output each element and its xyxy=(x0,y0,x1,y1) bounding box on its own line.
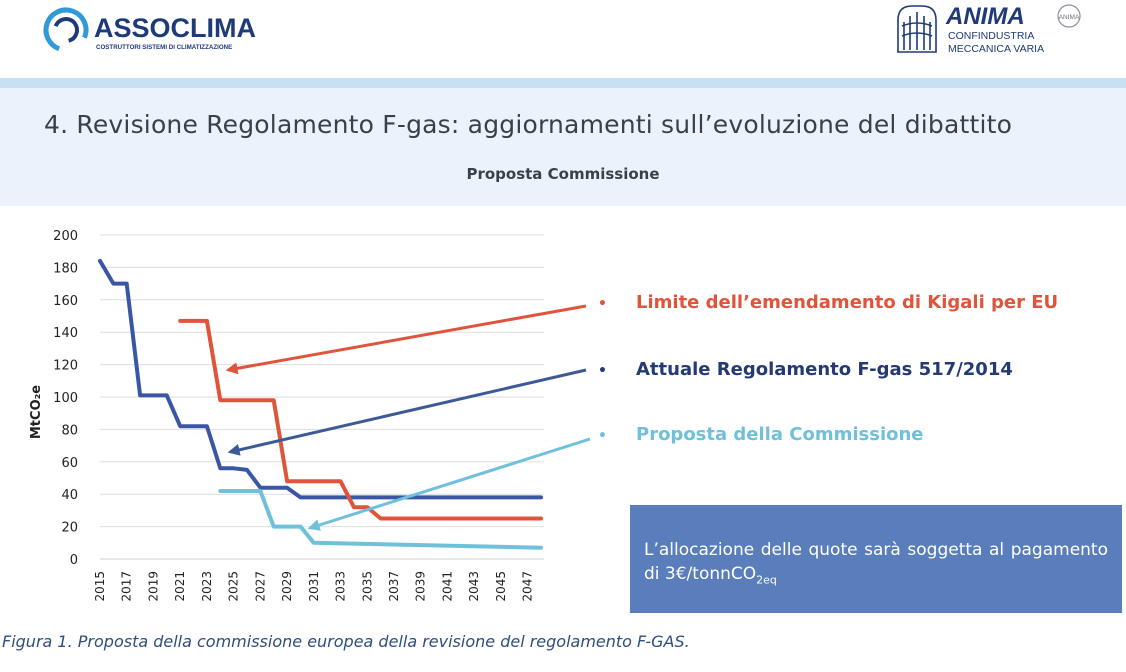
y-tick-label: 20 xyxy=(61,521,78,536)
assoclima-name: ASSOCLIMA xyxy=(94,13,256,43)
legend-bullet-kigali: • xyxy=(598,296,607,312)
x-tick-label: 2039 xyxy=(414,571,428,602)
x-tick-label: 2037 xyxy=(387,571,401,602)
anima-logo: ANIMA CONFINDUSTRIA MECCANICA VARIA ANIM… xyxy=(897,3,1081,55)
anima-line1: CONFINDUSTRIA xyxy=(948,30,1034,42)
page-subtitle: Proposta Commissione xyxy=(466,165,660,183)
legend-arrow-attuale xyxy=(227,368,587,456)
legend-arrows xyxy=(225,304,591,531)
anima-badge-label: ANIMA xyxy=(1059,14,1080,21)
assoclima-tagline: COSTRUTTORI SISTEMI DI CLIMATIZZAZIONE xyxy=(96,44,232,51)
x-tick-label: 2043 xyxy=(467,571,481,602)
x-tick-label: 2025 xyxy=(227,571,241,602)
legend-bullet-attuale: • xyxy=(598,363,607,379)
slide-header: ASSOCLIMA COSTRUTTORI SISTEMI DI CLIMATI… xyxy=(0,0,1126,78)
y-tick-label: 100 xyxy=(53,391,78,406)
legend-item-attuale: Attuale Regolamento F-gas 517/2014 xyxy=(636,359,1013,380)
x-tick-label: 2035 xyxy=(360,571,374,602)
y-tick-label: 40 xyxy=(61,488,78,503)
page-title: 4. Revisione Regolamento F-gas: aggiorna… xyxy=(44,110,1013,139)
x-tick-label: 2019 xyxy=(146,571,160,602)
x-tick-label: 2041 xyxy=(440,571,454,602)
y-tick-label: 60 xyxy=(61,456,78,471)
y-tick-label: 140 xyxy=(53,326,78,341)
series-line-attuale xyxy=(98,258,543,500)
legend-arrow-kigali xyxy=(225,304,587,375)
series-line-kigali xyxy=(178,318,543,521)
x-tick-labels: 2015 2017 2019 2021 2023 2025 2027 2029 2031 2033… xyxy=(93,571,535,602)
header-divider xyxy=(0,78,1126,88)
y-tick-label: 80 xyxy=(61,423,78,438)
y-axis-label: MtCO₂e xyxy=(29,385,44,439)
x-tick-label: 2023 xyxy=(200,571,214,602)
series-line-proposta xyxy=(218,489,543,550)
x-tick-label: 2047 xyxy=(521,571,535,602)
allocation-info-box: L’allocazione delle quote sarà soggetta … xyxy=(630,505,1122,613)
fgas-chart: 0 20 40 60 80 100 120 140 160 180 200 2015 2017 2019… xyxy=(29,229,591,602)
x-tick-label: 2017 xyxy=(120,571,134,602)
y-tick-label: 160 xyxy=(53,294,78,309)
assoclima-logo: ASSOCLIMA COSTRUTTORI SISTEMI DI CLIMATI… xyxy=(43,7,256,53)
legend-item-kigali: Limite dell’emendamento di Kigali per EU xyxy=(636,292,1059,313)
figure-caption: Figura 1. Proposta della commissione eur… xyxy=(2,632,690,651)
legend-bullet-proposta: • xyxy=(598,428,607,444)
anima-line2: MECCANICA VARIA xyxy=(948,43,1044,55)
info-box-subscript: 2eq xyxy=(756,573,777,587)
info-box-text: L’allocazione delle quote sarà soggetta … xyxy=(644,540,1108,584)
x-tick-label: 2015 xyxy=(93,571,107,602)
x-tick-label: 2045 xyxy=(494,571,508,602)
chart-grid xyxy=(100,234,544,560)
x-tick-label: 2029 xyxy=(280,571,294,602)
y-tick-label: 180 xyxy=(53,261,78,276)
anima-badge-icon xyxy=(1057,4,1081,28)
y-tick-labels: 0 20 40 60 80 100 120 140 160 180 200 xyxy=(53,229,78,568)
y-tick-label: 0 xyxy=(70,553,78,568)
x-tick-label: 2031 xyxy=(307,571,321,602)
x-tick-label: 2033 xyxy=(334,571,348,602)
legend-arrow-proposta xyxy=(307,437,591,531)
title-band xyxy=(0,88,1126,206)
cog-emblem-icon xyxy=(897,5,937,53)
y-tick-label: 120 xyxy=(53,359,78,374)
legend-item-proposta: Proposta della Commissione xyxy=(636,424,924,445)
chart-series xyxy=(98,258,543,550)
anima-name: ANIMA xyxy=(945,3,1025,30)
y-tick-label: 200 xyxy=(53,229,78,244)
x-tick-label: 2021 xyxy=(173,571,187,602)
x-tick-label: 2027 xyxy=(253,571,267,602)
